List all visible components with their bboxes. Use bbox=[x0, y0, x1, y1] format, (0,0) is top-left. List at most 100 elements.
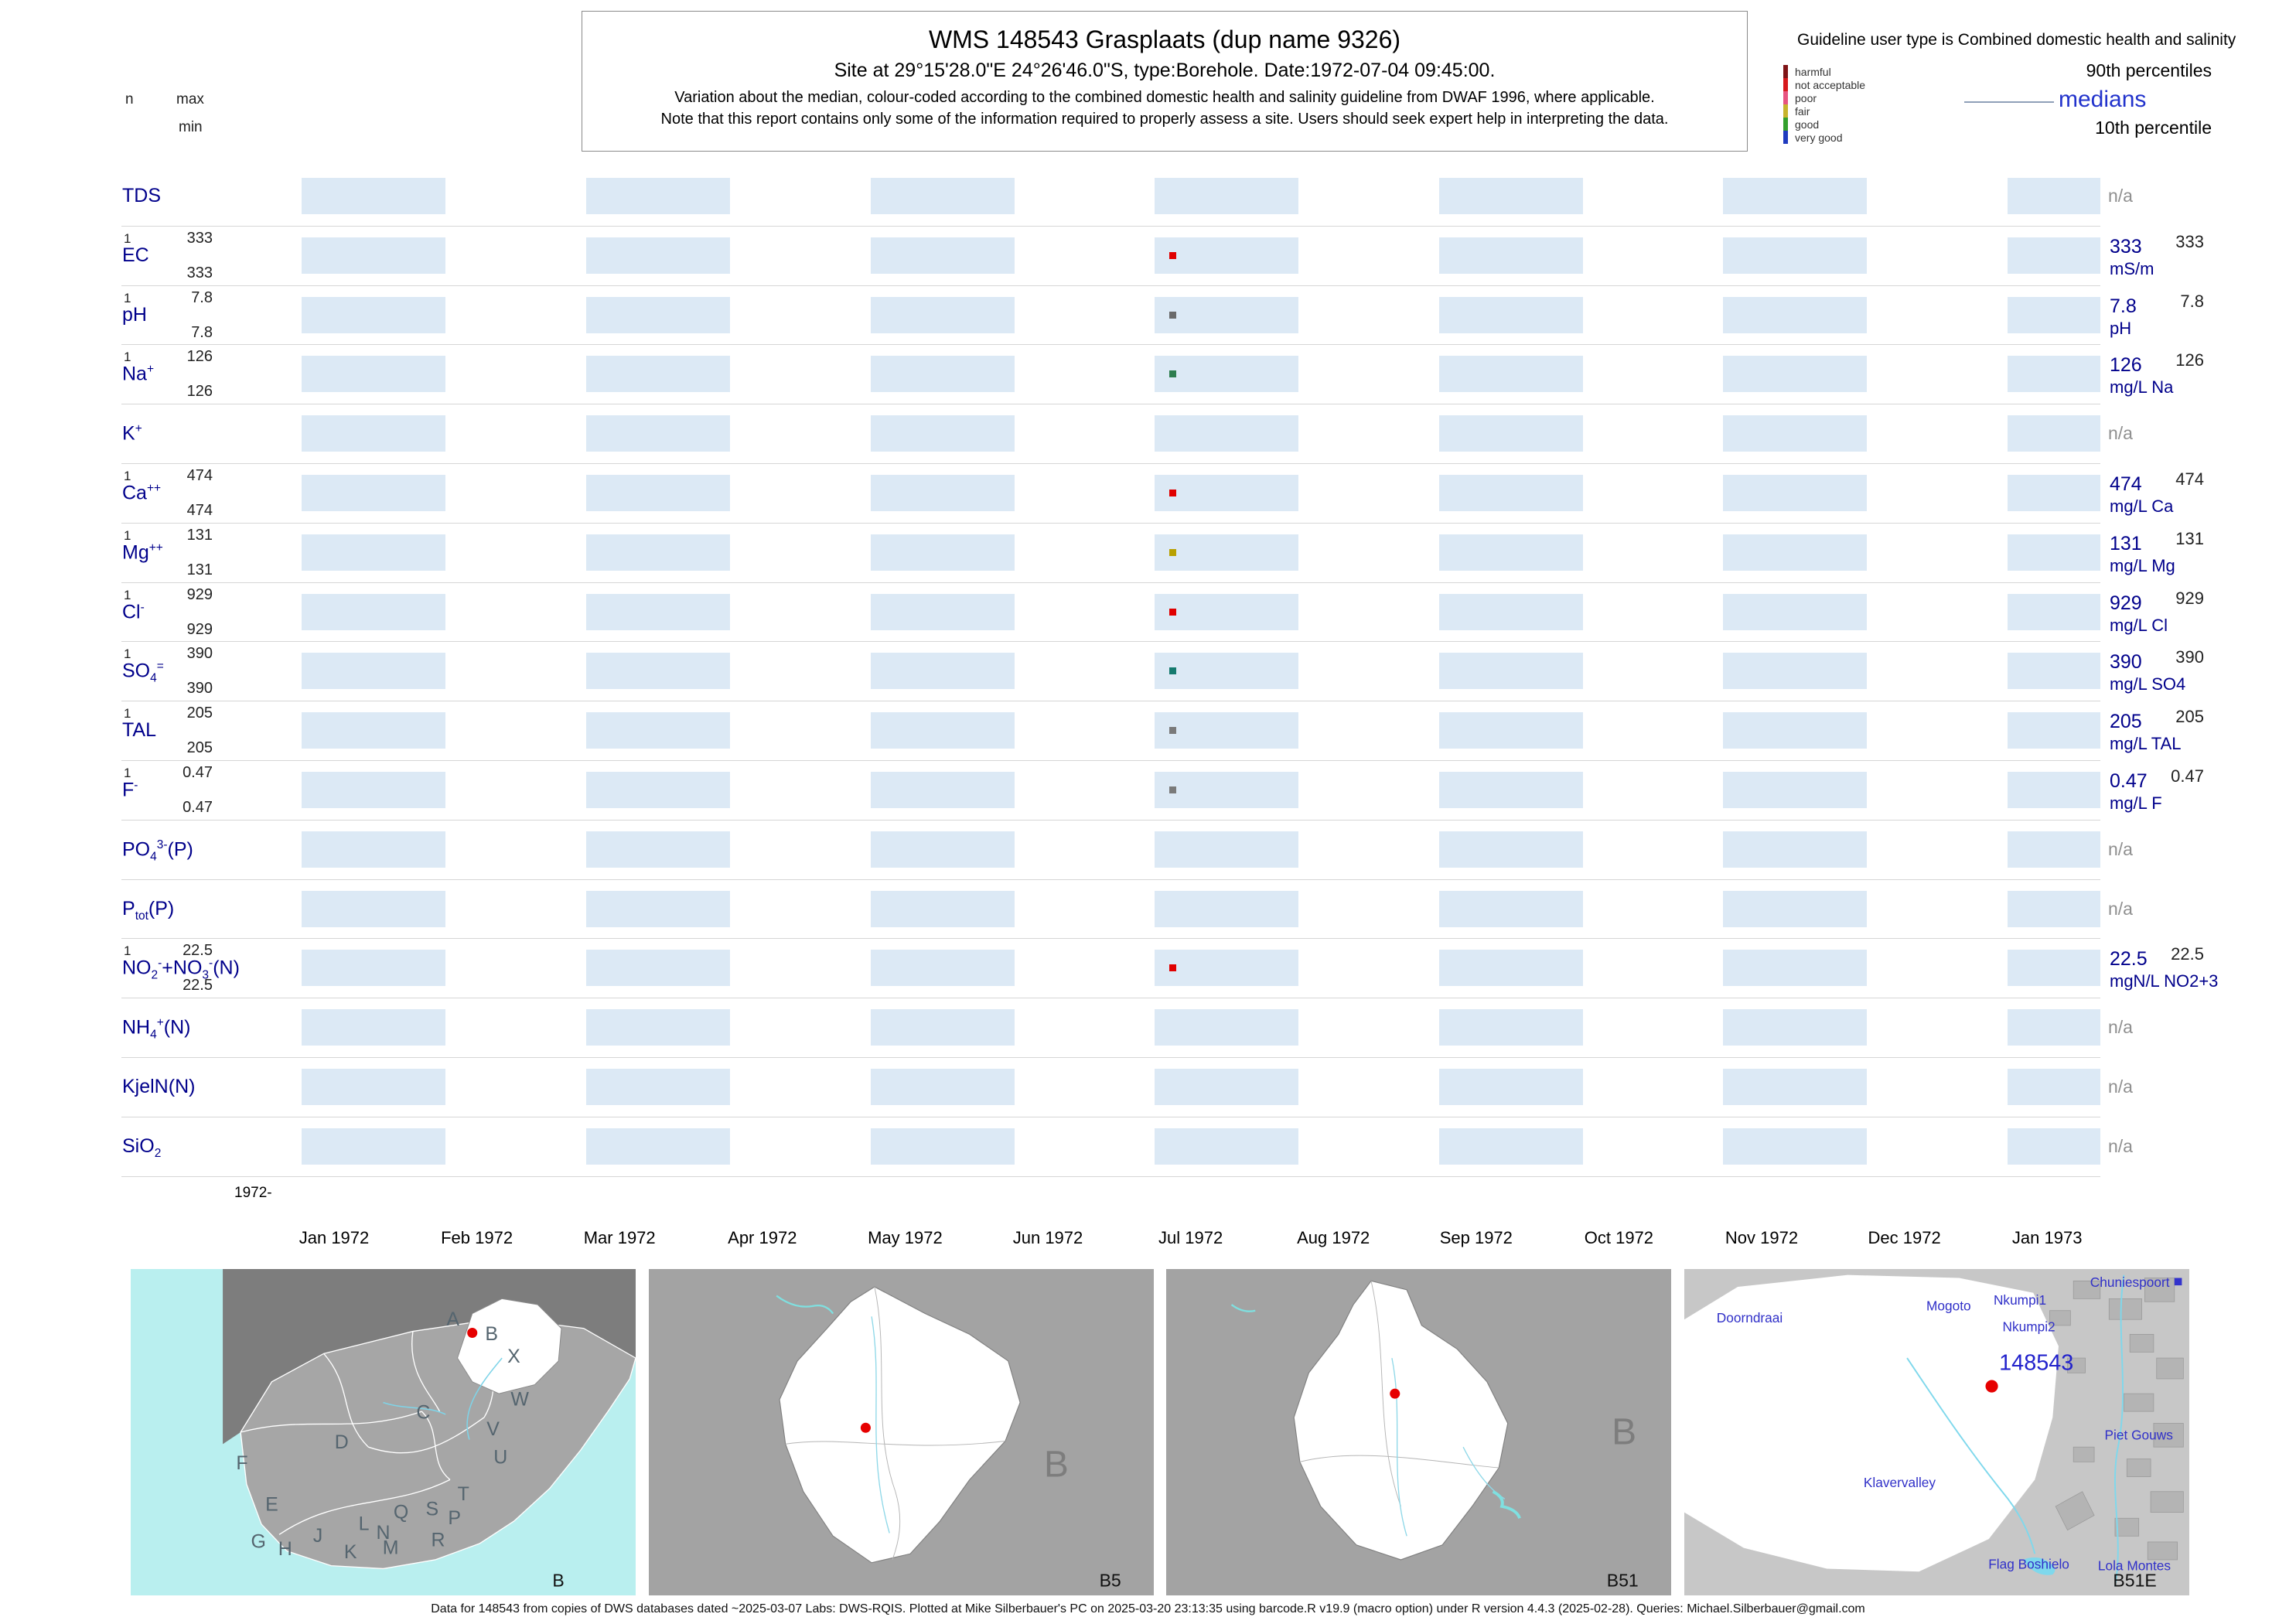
month-band bbox=[871, 356, 1015, 393]
row-separator bbox=[121, 819, 2100, 821]
row-separator bbox=[121, 938, 2100, 940]
sample-count: 1 bbox=[124, 469, 131, 483]
month-band bbox=[1723, 950, 1867, 987]
p90-value: 390 bbox=[2175, 647, 2204, 667]
na-label: n/a bbox=[2108, 1017, 2133, 1038]
report-header-box: WMS 148543 Grasplaats (dup name 9326) Si… bbox=[582, 11, 1748, 152]
min-value: 474 bbox=[186, 502, 213, 519]
legend-class-good: good bbox=[1783, 118, 1865, 131]
unit-label: mgN/L NO2+3 bbox=[2110, 971, 2219, 991]
month-band bbox=[586, 1069, 730, 1105]
month-band bbox=[1439, 653, 1583, 690]
month-band bbox=[302, 1069, 445, 1105]
na-label: n/a bbox=[2108, 423, 2133, 444]
median-value: 126 bbox=[2110, 354, 2142, 377]
month-band bbox=[871, 653, 1015, 690]
month-band bbox=[871, 1009, 1015, 1046]
median-value: 333 bbox=[2110, 235, 2142, 258]
row-separator bbox=[121, 225, 2100, 227]
month-band bbox=[1723, 653, 1867, 690]
month-band bbox=[1155, 1069, 1298, 1105]
p90-value: 22.5 bbox=[2171, 944, 2204, 964]
month-band bbox=[302, 890, 445, 927]
dam-water bbox=[1492, 1490, 1521, 1519]
median-value: 205 bbox=[2110, 711, 2142, 733]
month-band bbox=[1439, 415, 1583, 452]
month-band bbox=[871, 950, 1015, 987]
parameter-row: Ptot(P) n/a bbox=[0, 879, 2296, 939]
month-band bbox=[2008, 237, 2100, 274]
min-value: 0.47 bbox=[183, 799, 213, 816]
data-point bbox=[1169, 727, 1176, 735]
parent-region-letter: B bbox=[1044, 1445, 1069, 1486]
sample-count: 1 bbox=[124, 230, 131, 246]
data-point bbox=[1169, 490, 1176, 496]
parameter-row: 1 7.8 pH 7.8 7.8 pH 7.8 bbox=[0, 285, 2296, 345]
month-band bbox=[2008, 653, 2100, 690]
unit-label: pH bbox=[2110, 318, 2132, 338]
river bbox=[871, 1316, 890, 1534]
month-band bbox=[1723, 356, 1867, 393]
max-value: 131 bbox=[186, 526, 213, 544]
max-value: 205 bbox=[186, 705, 213, 722]
footer-provenance: Data for 148543 from copies of DWS datab… bbox=[431, 1602, 1865, 1615]
month-band bbox=[871, 534, 1015, 571]
legend-class-fair: fair bbox=[1783, 104, 1865, 118]
map-panel-quaternary-b51e: Chuniespoort Mogoto Nkumpi1 Nkumpi2 Doorndra… bbox=[1684, 1269, 2189, 1595]
parameter-row: 1 131 Mg++ 131 131 mg/L Mg 131 bbox=[0, 522, 2296, 582]
place-label: Flag Boshielo bbox=[1988, 1556, 2069, 1571]
x-axis-tick-label: Apr 1972 bbox=[728, 1228, 797, 1247]
month-band bbox=[586, 653, 730, 690]
na-label: n/a bbox=[2108, 186, 2133, 206]
na-label: n/a bbox=[2108, 1135, 2133, 1156]
region-letter: Q bbox=[394, 1501, 408, 1523]
sample-count: 1 bbox=[124, 290, 131, 305]
region-letter: R bbox=[432, 1530, 445, 1551]
month-band bbox=[1439, 593, 1583, 630]
min-value: 131 bbox=[186, 561, 213, 578]
parameter-row: K+ n/a bbox=[0, 404, 2296, 463]
month-band bbox=[302, 534, 445, 571]
month-band bbox=[586, 356, 730, 393]
month-band bbox=[586, 1128, 730, 1165]
month-band bbox=[1439, 534, 1583, 571]
unit-label: mg/L Ca bbox=[2110, 496, 2174, 516]
month-band bbox=[2008, 475, 2100, 511]
b5-catchment-map: B B5 bbox=[649, 1269, 1154, 1595]
sample-count: 1 bbox=[124, 766, 131, 780]
month-band bbox=[1155, 950, 1298, 987]
column-hint-min: min bbox=[179, 119, 203, 135]
month-band bbox=[586, 890, 730, 927]
row-separator bbox=[121, 463, 2100, 464]
median-value: 929 bbox=[2110, 592, 2142, 614]
month-band bbox=[1439, 296, 1583, 333]
map-code-label: B bbox=[552, 1571, 564, 1591]
row-separator bbox=[121, 1175, 2100, 1177]
place-label: Klavervalley bbox=[1864, 1475, 1936, 1490]
legend-label-good: good bbox=[1795, 118, 1820, 131]
map-code-label: B5 bbox=[1100, 1571, 1121, 1591]
data-point bbox=[1169, 667, 1176, 675]
month-band bbox=[302, 712, 445, 749]
month-band bbox=[1155, 356, 1298, 393]
parameter-row: 1 126 Na+ 126 126 mg/L Na 126 bbox=[0, 344, 2296, 404]
month-band bbox=[586, 237, 730, 274]
month-band bbox=[1439, 1128, 1583, 1165]
parameter-label: pH bbox=[122, 303, 147, 326]
region-letter: J bbox=[313, 1525, 322, 1547]
month-band bbox=[1723, 1009, 1867, 1046]
month-band bbox=[1723, 772, 1867, 808]
month-band bbox=[1723, 475, 1867, 511]
month-band bbox=[1155, 534, 1298, 571]
parameter-row: 1 474 Ca++ 474 474 mg/L Ca 474 bbox=[0, 463, 2296, 523]
parameter-label: F- bbox=[122, 779, 138, 801]
month-band bbox=[302, 593, 445, 630]
month-band bbox=[2008, 534, 2100, 571]
sample-count: 1 bbox=[124, 527, 131, 543]
month-band bbox=[871, 1128, 1015, 1165]
month-band bbox=[2008, 415, 2100, 452]
p90-value: 929 bbox=[2175, 588, 2204, 608]
sample-count: 1 bbox=[124, 706, 131, 722]
na-label: n/a bbox=[2108, 898, 2133, 919]
